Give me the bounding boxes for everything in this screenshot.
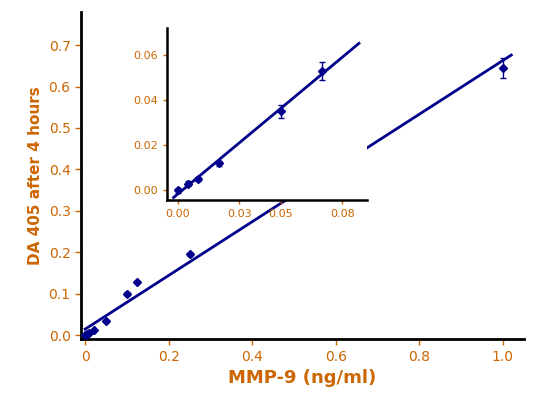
Y-axis label: DA 405 after 4 hours: DA 405 after 4 hours [28, 86, 43, 265]
X-axis label: MMP-9 (ng/ml): MMP-9 (ng/ml) [228, 369, 376, 387]
